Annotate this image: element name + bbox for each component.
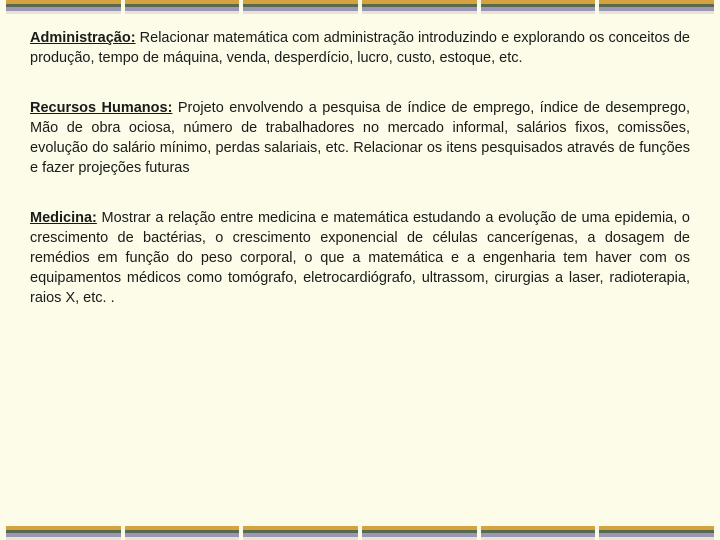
border-segment bbox=[599, 0, 714, 14]
section-administracao: Administração: Relacionar matemática com… bbox=[30, 28, 690, 68]
border-segment bbox=[6, 0, 121, 14]
section-title: Recursos Humanos: bbox=[30, 100, 172, 116]
section-title: Medicina: bbox=[30, 210, 97, 226]
border-segment bbox=[243, 0, 358, 14]
border-segment bbox=[6, 526, 121, 540]
border-segment bbox=[125, 0, 240, 14]
section-medicina: Medicina: Mostrar a relação entre medici… bbox=[30, 208, 690, 308]
top-border bbox=[0, 0, 720, 14]
border-segment bbox=[362, 526, 477, 540]
section-body: Mostrar a relação entre medicina e matem… bbox=[30, 210, 690, 306]
bottom-border bbox=[0, 526, 720, 540]
border-segment bbox=[362, 0, 477, 14]
slide-content: Administração: Relacionar matemática com… bbox=[30, 28, 690, 512]
border-segment bbox=[481, 526, 596, 540]
section-title: Administração: bbox=[30, 30, 136, 46]
border-segment bbox=[243, 526, 358, 540]
section-recursos-humanos: Recursos Humanos: Projeto envolvendo a p… bbox=[30, 98, 690, 178]
border-segment bbox=[481, 0, 596, 14]
border-segment bbox=[125, 526, 240, 540]
border-segment bbox=[599, 526, 714, 540]
